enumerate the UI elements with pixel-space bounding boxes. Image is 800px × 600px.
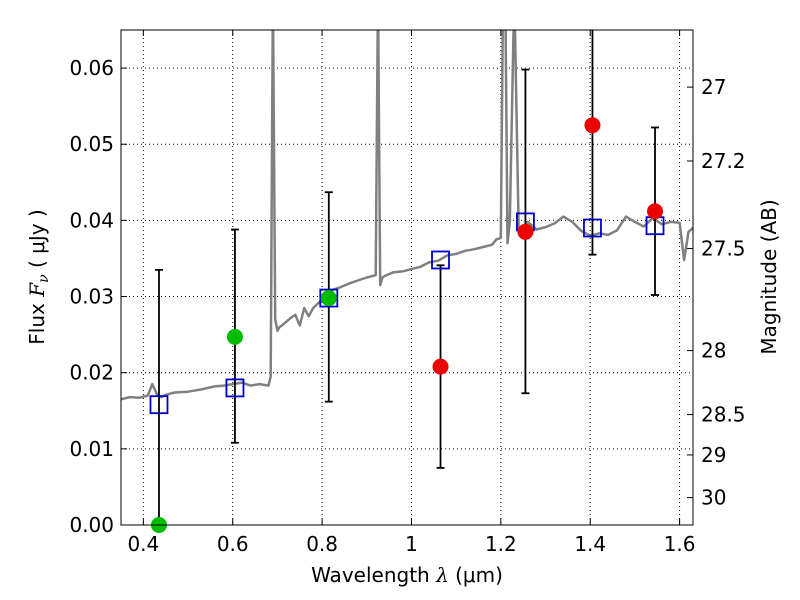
y2-tick-label: 28 <box>701 339 726 363</box>
y2-axis-label: Magnitude (AB) <box>757 199 781 354</box>
y-axis-label: Flux Fν ( μJy ) <box>25 209 52 344</box>
y-tick-label: 0.03 <box>69 285 114 309</box>
model-photometry-markers <box>149 212 665 415</box>
y-tick-label: 0.01 <box>69 437 114 461</box>
y-tick-label: 0.04 <box>69 208 114 232</box>
y2-tick-label: 29 <box>701 443 726 467</box>
y-axis-ticks: 0.00 0.01 0.02 0.03 0.04 0.05 0.06 <box>69 56 127 537</box>
observed-point <box>320 290 337 307</box>
observed-markers <box>150 117 664 533</box>
model-photometry-square <box>149 395 169 415</box>
y-tick-label: 0.02 <box>69 361 114 385</box>
y2-tick-label: 27.2 <box>701 149 746 173</box>
observed-point <box>226 328 243 345</box>
model-spectrum-path <box>121 30 693 401</box>
x-tick-label: 0.8 <box>306 532 338 556</box>
model-photometry-square <box>225 378 245 398</box>
x-tick-label: 1 <box>405 532 418 556</box>
y-tick-label: 0.06 <box>69 56 114 80</box>
grid-lines <box>121 30 693 526</box>
observed-point <box>584 117 601 134</box>
model-photometry-square <box>319 288 339 308</box>
x-axis-ticks: 0.4 0.6 0.8 1 1.2 1.4 1.6 <box>127 30 696 556</box>
y2-tick-label: 30 <box>701 486 726 510</box>
plot-frame <box>120 29 694 526</box>
x-tick-label: 1.6 <box>664 532 696 556</box>
observed-point <box>517 223 534 240</box>
y2-tick-label: 28.5 <box>701 403 746 427</box>
y2-tick-label: 27 <box>701 75 726 99</box>
x-tick-label: 0.4 <box>127 532 159 556</box>
x-tick-label: 0.6 <box>217 532 249 556</box>
model-photometry-square <box>431 250 450 270</box>
x-tick-label: 1.2 <box>485 532 517 556</box>
x-tick-label: 1.4 <box>574 532 606 556</box>
error-bars <box>154 30 660 525</box>
model-spectrum-line <box>121 30 693 401</box>
observed-point <box>647 203 664 220</box>
y2-axis-ticks: 27 27.2 27.5 28 28.5 29 30 <box>687 75 746 510</box>
y-tick-label: 0.00 <box>69 513 114 537</box>
x-axis-label: Wavelength λ (μm) <box>311 563 503 587</box>
observed-point <box>432 358 449 375</box>
model-photometry-square <box>583 218 602 238</box>
y-tick-label: 0.05 <box>69 132 114 156</box>
y2-tick-label: 27.5 <box>701 237 746 261</box>
